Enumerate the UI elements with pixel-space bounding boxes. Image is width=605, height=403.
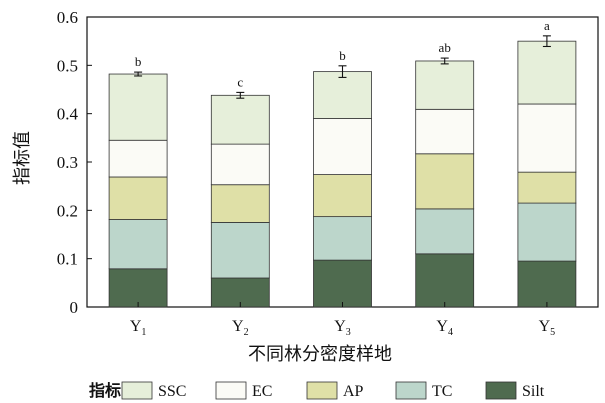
legend-swatch <box>215 381 247 400</box>
legend: 指标 SSC EC AP TC Silt <box>89 381 545 400</box>
bar-segment-ec <box>210 143 270 186</box>
error-bar <box>440 57 449 65</box>
x-tick-label: Y2 <box>232 318 249 338</box>
legend-item-ec: EC <box>215 381 272 400</box>
bar-segment-tc <box>313 216 372 261</box>
legend-item-ap: AP <box>306 381 364 400</box>
error-bar <box>236 91 245 99</box>
legend-swatch <box>395 381 427 400</box>
bar-segment-ap <box>108 176 168 220</box>
bar-segment-ssc <box>210 94 270 145</box>
legend-item-tc: TC <box>395 381 452 400</box>
x-tick-label: Y1 <box>130 318 147 338</box>
legend-label: TC <box>432 383 452 400</box>
bar-segment-ap <box>313 174 372 218</box>
y-axis-title: 指标值 <box>12 131 33 185</box>
y-tick-label: 0.6 <box>57 8 78 27</box>
bar-segment-tc <box>517 202 577 262</box>
error-bar <box>542 35 551 48</box>
y-axis-ticks: 0 0.1 0.2 0.3 0.4 0.5 0.6 <box>57 8 92 317</box>
significance-label: ab <box>439 40 451 55</box>
bar-segment-silt <box>415 253 475 308</box>
legend-item-silt: Silt <box>485 381 545 400</box>
x-tick-label: Y4 <box>436 318 453 338</box>
bar-segment-ap <box>210 184 270 223</box>
bar-segment-ssc <box>517 40 577 105</box>
x-axis-ticks: Y1 Y2 Y3 Y4 Y5 <box>130 302 555 338</box>
bar-segment-ssc <box>415 60 475 110</box>
legend-item-ssc: SSC <box>121 381 186 400</box>
significance-label: b <box>135 54 142 69</box>
bar-segment-tc <box>415 208 475 255</box>
bar-segment-ssc <box>313 71 372 119</box>
significance-label: a <box>544 18 550 33</box>
bar-segment-ssc <box>108 73 168 141</box>
bar-segment-ap <box>517 171 577 204</box>
x-axis-title: 不同林分密度样地 <box>248 344 392 365</box>
y-tick-label: 0 <box>70 298 79 317</box>
bar-segment-ec <box>517 103 577 173</box>
error-bar <box>338 65 347 78</box>
bar-segment-silt <box>517 260 577 308</box>
bar-stack: c <box>210 74 270 308</box>
legend-title: 指标 <box>89 381 121 400</box>
bar-segment-ec <box>415 108 475 155</box>
bar-segment-tc <box>108 219 168 270</box>
legend-swatch <box>121 381 153 400</box>
significance-label: c <box>237 74 243 89</box>
bar-segment-silt <box>108 268 168 308</box>
bar-stacks: b c b ab a <box>108 18 577 308</box>
legend-swatch <box>306 381 338 400</box>
x-tick-label: Y5 <box>539 318 556 338</box>
legend-swatch <box>485 381 517 400</box>
legend-label: EC <box>252 383 272 400</box>
error-bar <box>134 71 143 77</box>
legend-label: SSC <box>158 383 186 400</box>
bar-segment-tc <box>210 222 270 279</box>
bar-stack: b <box>108 54 168 308</box>
y-tick-label: 0.2 <box>57 201 78 220</box>
x-tick-label: Y3 <box>334 318 351 338</box>
y-tick-label: 0.5 <box>57 56 78 75</box>
bar-stack: b <box>313 48 372 308</box>
legend-label: Silt <box>522 383 545 400</box>
legend-label: AP <box>343 383 364 400</box>
y-tick-label: 0.3 <box>57 153 78 172</box>
bar-segment-ec <box>108 139 168 178</box>
bar-segment-ec <box>313 118 372 175</box>
bar-segment-ap <box>415 153 475 210</box>
y-tick-label: 0.4 <box>57 105 79 124</box>
bar-stack: ab <box>415 40 475 308</box>
bar-stack: a <box>517 18 577 308</box>
bar-segment-silt <box>313 259 372 308</box>
significance-label: b <box>339 48 346 63</box>
y-tick-label: 0.1 <box>57 250 78 269</box>
